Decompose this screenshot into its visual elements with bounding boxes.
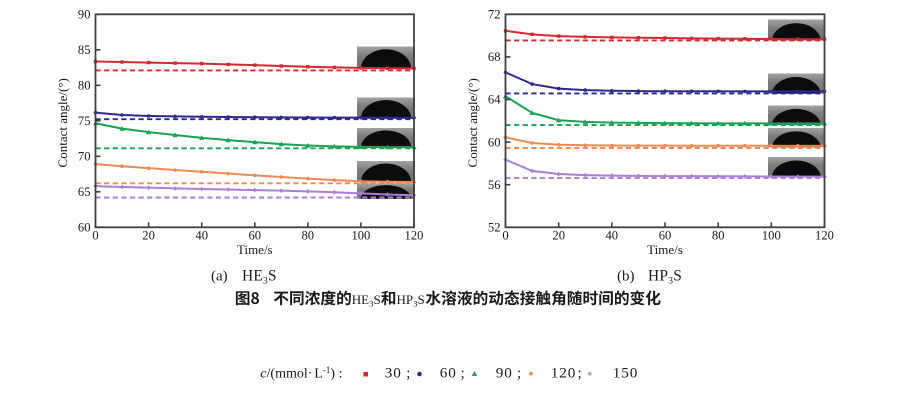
svg-text:Time/s: Time/s: [237, 242, 273, 257]
svg-text:(b): (b): [617, 269, 635, 285]
svg-text:;: ;: [461, 366, 465, 382]
svg-text:(a): (a): [211, 269, 228, 285]
svg-text:100: 100: [351, 229, 370, 243]
svg-text:75: 75: [78, 114, 91, 128]
svg-text:120: 120: [815, 229, 834, 243]
svg-text:;: ;: [406, 366, 410, 382]
svg-text:80: 80: [78, 79, 91, 93]
svg-text:120: 120: [405, 229, 424, 243]
svg-text:60: 60: [659, 229, 672, 243]
svg-text:20: 20: [552, 229, 565, 243]
svg-text:52: 52: [488, 221, 501, 235]
svg-text:;: ;: [578, 366, 582, 382]
svg-text:HE3S: HE3S: [352, 292, 381, 309]
svg-text:85: 85: [78, 43, 91, 57]
svg-text:90: 90: [78, 8, 91, 22]
svg-text:0: 0: [92, 229, 98, 243]
svg-text:Contact angle/(°): Contact angle/(°): [465, 78, 480, 167]
svg-text:Contact angle/(°): Contact angle/(°): [55, 78, 70, 167]
svg-text:65: 65: [78, 185, 91, 199]
svg-text:HE3S: HE3S: [242, 268, 277, 287]
svg-text:40: 40: [195, 229, 208, 243]
svg-text:Time/s: Time/s: [647, 242, 683, 257]
svg-text:90: 90: [496, 365, 513, 382]
svg-text:;: ;: [517, 366, 521, 382]
svg-text:72: 72: [488, 8, 501, 22]
svg-text:c/(mmol·L-1):: c/(mmol· L-1):: [260, 365, 342, 382]
svg-text:70: 70: [78, 150, 91, 164]
svg-text:HP3S: HP3S: [648, 268, 682, 287]
svg-text:80: 80: [712, 229, 725, 243]
svg-text:64: 64: [488, 93, 501, 107]
svg-text:30: 30: [385, 365, 402, 382]
svg-text:60: 60: [78, 221, 91, 235]
svg-text:100: 100: [762, 229, 781, 243]
svg-text:60: 60: [488, 135, 501, 149]
svg-text:120: 120: [551, 365, 576, 382]
svg-text:60: 60: [440, 365, 457, 382]
svg-text:0: 0: [502, 229, 508, 243]
svg-text:68: 68: [488, 50, 501, 64]
svg-text:56: 56: [488, 178, 501, 192]
svg-text:HP3S: HP3S: [397, 292, 425, 309]
svg-text:40: 40: [606, 229, 619, 243]
svg-text:150: 150: [613, 365, 638, 382]
svg-text:60: 60: [249, 229, 262, 243]
svg-text:20: 20: [142, 229, 155, 243]
svg-text:80: 80: [302, 229, 315, 243]
